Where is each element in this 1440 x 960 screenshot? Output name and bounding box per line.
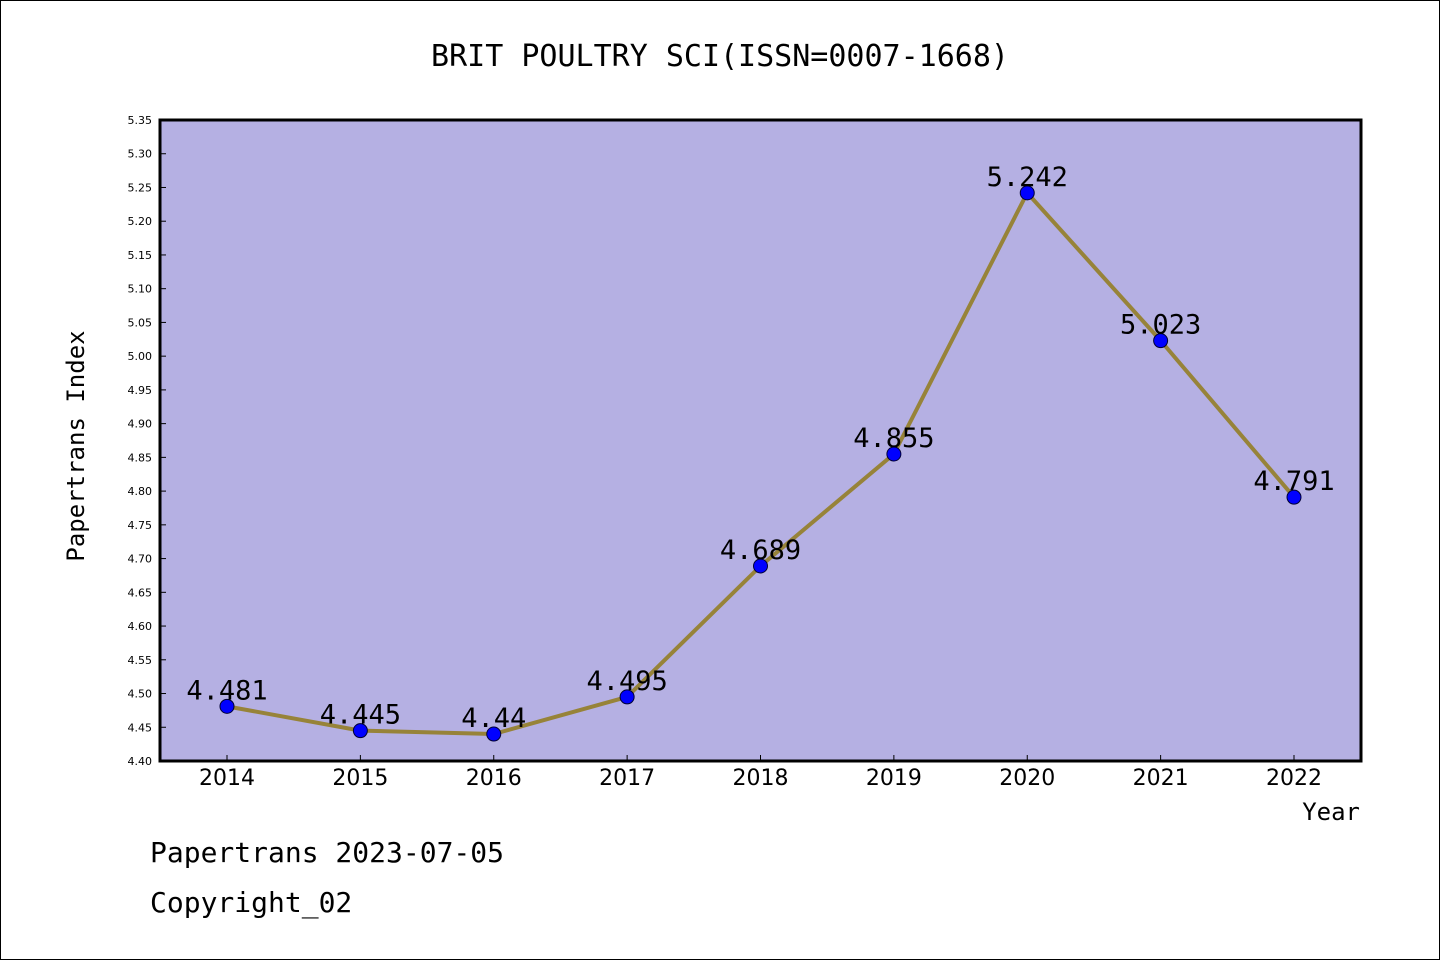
y-tick-label: 4.40 [128, 755, 153, 768]
data-label: 4.481 [186, 675, 267, 706]
y-tick-label: 4.95 [128, 384, 153, 397]
x-tick-label: 2021 [1133, 766, 1189, 791]
x-tick-label: 2015 [332, 766, 388, 791]
x-tick-label: 2020 [999, 766, 1055, 791]
y-tick-label: 5.05 [128, 316, 153, 329]
y-tick-label: 4.75 [128, 519, 153, 532]
chart-title: BRIT POULTRY SCI(ISSN=0007-1668) [431, 39, 1009, 74]
footer-copyright: Copyright_02 [150, 886, 353, 919]
data-label: 4.791 [1253, 466, 1334, 497]
y-tick-label: 4.65 [128, 586, 153, 599]
data-labels: 4.481 4.445 4.44 4.495 4.689 4.855 5.242 5.023 4… [186, 162, 1334, 734]
x-axis: 2014 2015 2016 2017 2018 2019 2020 2021 2022 [199, 755, 1322, 791]
data-label: 4.44 [461, 703, 526, 734]
y-tick-label: 5.00 [128, 350, 153, 363]
y-tick-label: 4.80 [128, 485, 153, 498]
y-tick-label: 4.90 [128, 418, 153, 431]
y-tick-label: 5.15 [128, 249, 153, 262]
y-tick-label: 5.25 [128, 181, 153, 194]
data-point [219, 698, 235, 714]
x-tick-label: 2016 [466, 766, 522, 791]
data-label: 5.242 [987, 162, 1068, 193]
x-tick-label: 2019 [866, 766, 922, 791]
y-tick-label: 4.70 [128, 553, 153, 566]
x-tick-label: 2022 [1266, 766, 1322, 791]
y-axis: 4.40 4.45 4.50 4.55 4.60 4.65 4.70 4.75 4.80 4.85… [128, 114, 166, 768]
y-tick-label: 5.10 [128, 283, 153, 296]
y-tick-label: 4.85 [128, 451, 153, 464]
y-tick-label: 5.30 [128, 148, 153, 161]
x-axis-title: Year [1302, 798, 1360, 826]
y-tick-label: 4.60 [128, 620, 153, 633]
data-point [886, 446, 902, 462]
x-tick-label: 2014 [199, 766, 255, 791]
series-group [219, 185, 1302, 742]
data-point [619, 689, 635, 705]
data-label: 4.689 [720, 535, 801, 566]
data-point [1019, 185, 1035, 201]
x-tick-label: 2018 [733, 766, 789, 791]
data-point [1153, 333, 1169, 349]
y-axis-title: Papertrans Index [62, 330, 90, 561]
x-tick-label: 2017 [599, 766, 655, 791]
y-tick-label: 4.45 [128, 721, 153, 734]
data-point [486, 726, 502, 742]
plot-area [158, 118, 1363, 763]
footer-date: Papertrans 2023-07-05 [150, 836, 505, 869]
data-label: 5.023 [1120, 310, 1201, 341]
y-tick-label: 4.55 [128, 654, 153, 667]
data-label: 4.855 [853, 423, 934, 454]
data-point [1286, 489, 1302, 505]
data-point [753, 558, 768, 574]
data-point [352, 723, 368, 739]
data-label: 4.445 [320, 700, 401, 731]
y-tick-label: 4.50 [128, 688, 153, 701]
data-label: 4.495 [586, 666, 667, 697]
y-tick-label: 5.35 [128, 114, 153, 127]
y-tick-label: 5.20 [128, 215, 153, 228]
